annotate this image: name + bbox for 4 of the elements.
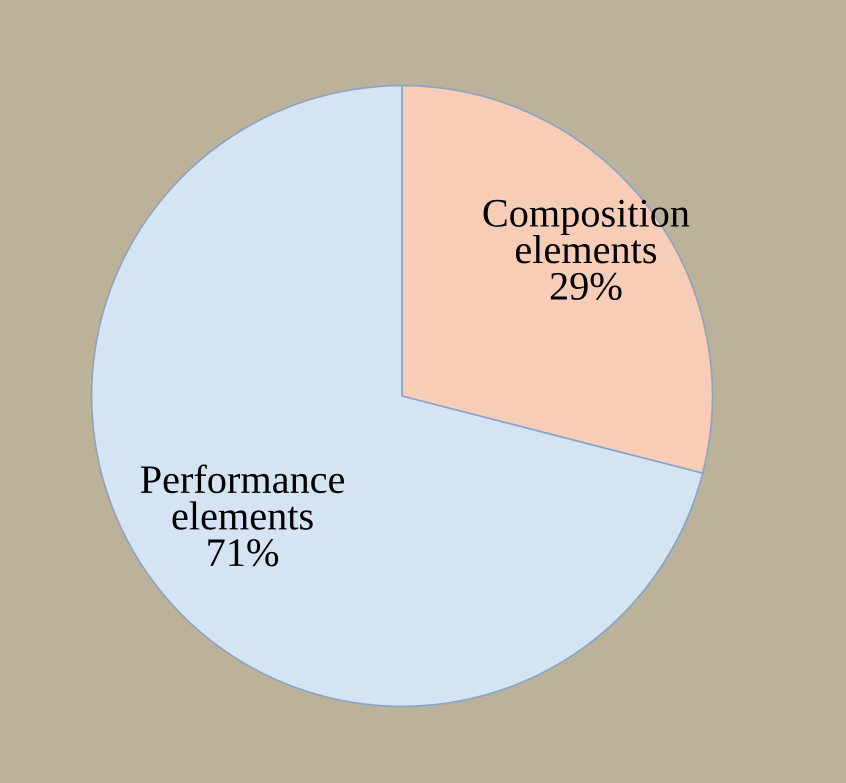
data-label: 29% <box>550 272 622 300</box>
slice-label: Performance elements <box>140 464 344 530</box>
slice-label: Composition elements <box>484 200 690 264</box>
data-label: 71% <box>208 539 278 566</box>
